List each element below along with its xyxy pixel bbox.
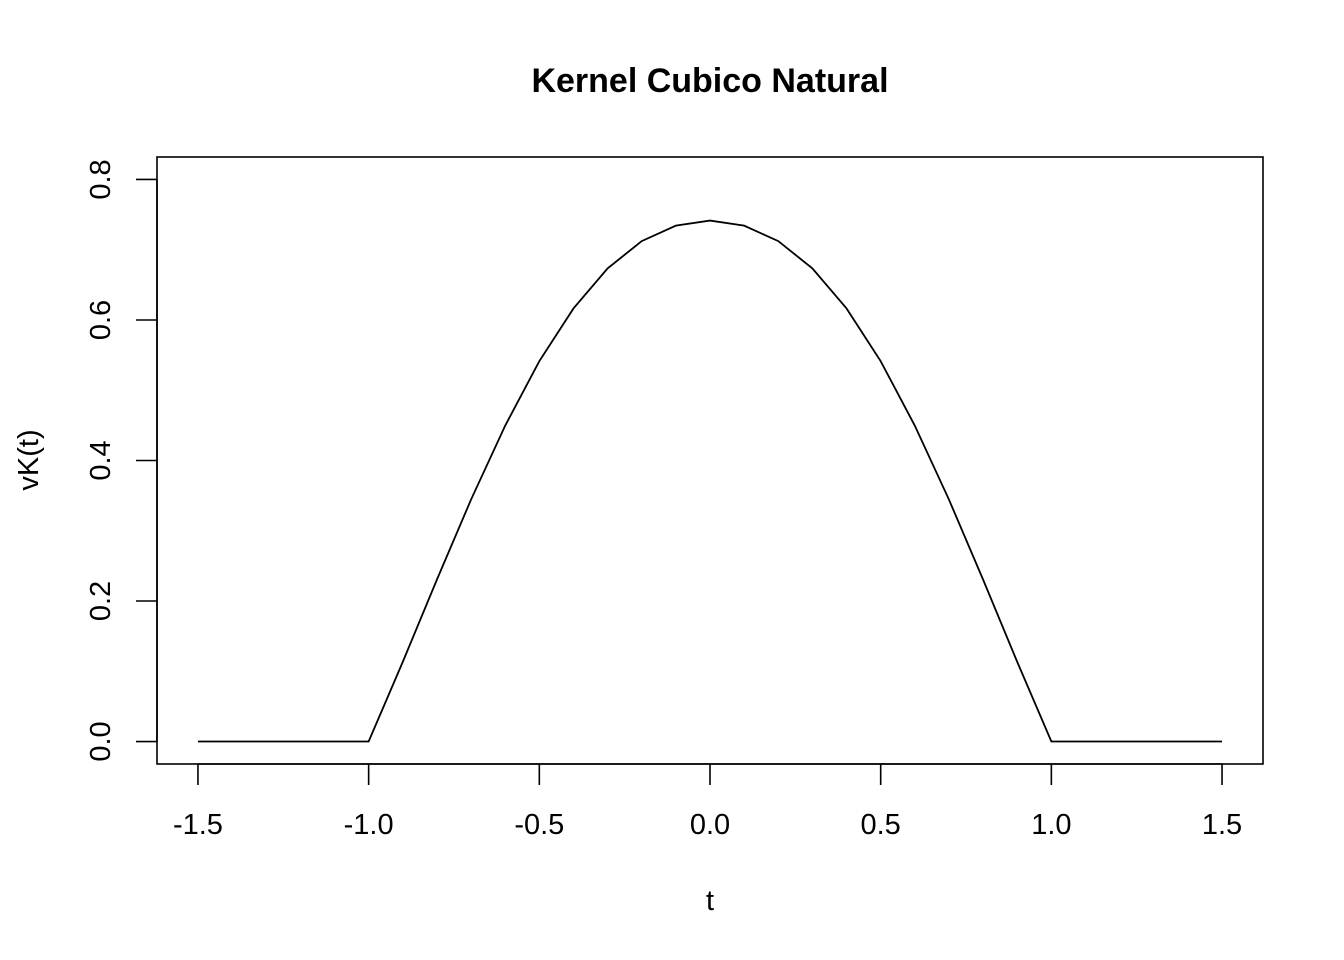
series-group	[197, 219, 1223, 743]
y-tick-label: 0.2	[85, 581, 117, 621]
x-axis-label: t	[706, 885, 714, 917]
series-line	[197, 219, 1223, 743]
x-tick-label: 1.5	[1202, 809, 1242, 841]
x-tick-label: 1.0	[1031, 809, 1071, 841]
x-tick-label: -1.5	[173, 809, 223, 841]
x-tick-label: -0.5	[514, 809, 564, 841]
x-tick-label: -1.0	[344, 809, 394, 841]
y-tick-label: 0.6	[85, 300, 117, 340]
y-tick-label: 0.8	[85, 159, 117, 199]
chart-title: Kernel Cubico Natural	[531, 62, 888, 100]
y-axis-label: vK(t)	[13, 429, 45, 490]
y-tick-label: 0.0	[85, 721, 117, 761]
plot-area-frame	[156, 156, 1264, 765]
y-tick-label: 0.4	[85, 440, 117, 480]
x-tick-label: 0.5	[861, 809, 901, 841]
y-axis: 0.0 0.2 0.4 0.6 0.8	[85, 159, 158, 762]
x-tick-label: 0.0	[690, 809, 730, 841]
x-axis: -1.5 -1.0 -0.5 0.0 0.5 1.0 1.5	[173, 763, 1242, 841]
